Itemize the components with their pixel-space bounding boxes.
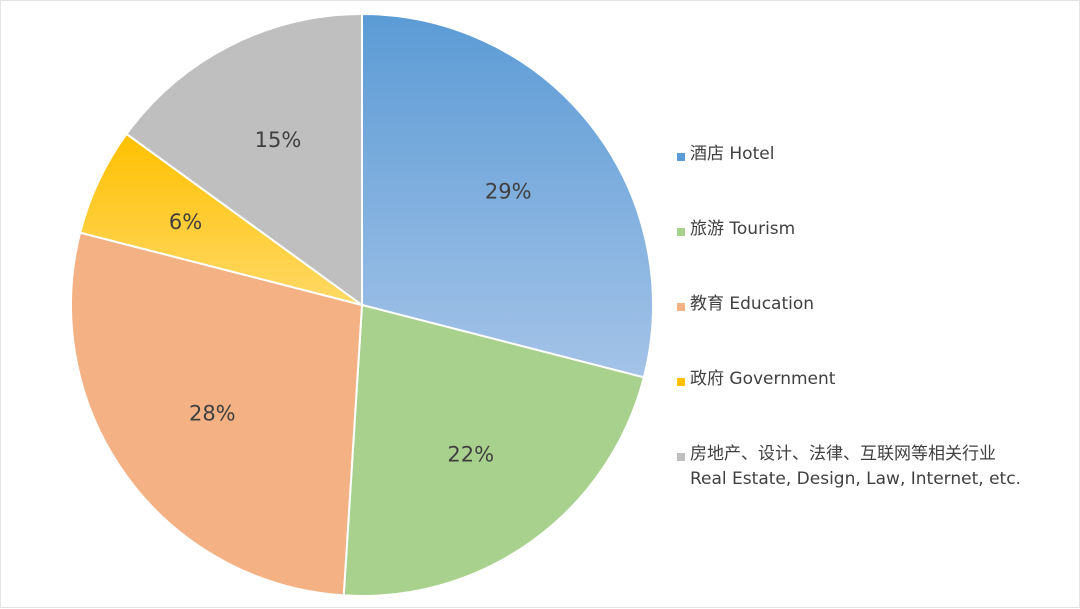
- legend-item: 旅游 Tourism: [677, 219, 795, 242]
- pie-slice: [70, 231, 364, 597]
- pie-slice: [361, 12, 654, 379]
- pie-chart: 29% 22% 28% 6% 15%: [70, 12, 654, 597]
- slice-percent-label: 15%: [255, 128, 302, 152]
- legend-label-line: 旅游 Tourism: [690, 219, 796, 239]
- pie-slices: [70, 12, 654, 597]
- legend-item: 教育 Education: [677, 294, 814, 317]
- legend-label: 房地产、设计、法律、互联网等相关行业 Real Estate, Design, L…: [690, 442, 1021, 492]
- legend-item: 酒店 Hotel: [677, 144, 774, 167]
- legend-item: 房地产、设计、法律、互联网等相关行业 Real Estate, Design, L…: [677, 444, 1021, 492]
- legend-label-line: 教育 Education: [690, 294, 815, 314]
- legend-label-line: Real Estate, Design, Law, Internet, etc.: [690, 469, 1021, 489]
- legend-label-line: 房地产、设计、法律、互联网等相关行业: [690, 444, 996, 464]
- legend-swatch: [677, 228, 685, 236]
- legend-label-line: 政府 Government: [690, 369, 836, 389]
- slice-percent-label: 6%: [169, 210, 202, 234]
- slice-percent-label: 28%: [189, 402, 236, 426]
- slice-percent-label: 29%: [485, 180, 532, 204]
- legend-swatch: [677, 153, 685, 161]
- legend-swatch: [677, 378, 685, 386]
- legend-label-line: 酒店 Hotel: [690, 144, 775, 164]
- slice-percent-label: 22%: [447, 443, 494, 467]
- legend-label: 旅游 Tourism: [690, 217, 795, 242]
- legend-swatch: [677, 453, 685, 461]
- pie-labels: 29% 22% 28% 6% 15%: [169, 128, 532, 467]
- legend-label: 教育 Education: [690, 292, 814, 317]
- legend-item: 政府 Government: [677, 369, 835, 392]
- legend-swatch: [677, 303, 685, 311]
- pie-slice: [342, 303, 646, 597]
- legend-label: 酒店 Hotel: [690, 142, 774, 167]
- legend-label: 政府 Government: [690, 367, 835, 392]
- pie-slice: [125, 12, 363, 307]
